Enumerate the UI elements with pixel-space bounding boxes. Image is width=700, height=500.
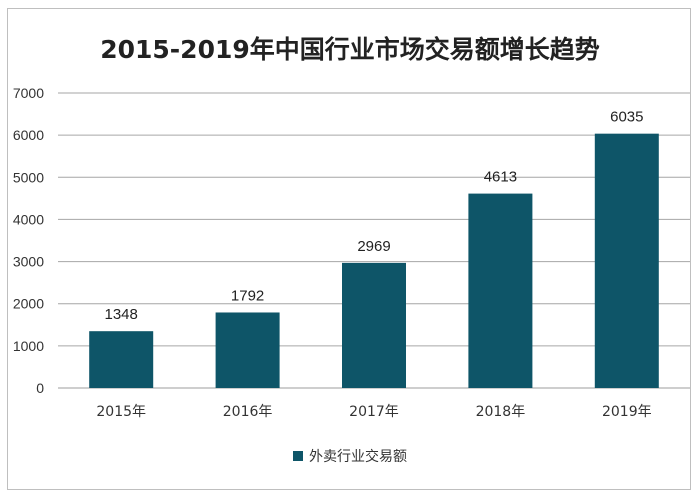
data-label: 2969 (357, 238, 390, 255)
y-tick-label: 0 (36, 380, 44, 396)
x-tick-label: 2016年 (223, 404, 273, 420)
legend-swatch (293, 451, 303, 461)
x-tick-label: 2018年 (476, 404, 526, 420)
x-tick-label: 2015年 (96, 404, 146, 420)
data-label: 1348 (105, 306, 138, 323)
chart-title: 2015-2019年中国行业市场交易额增长趋势 (100, 35, 600, 64)
y-tick-label: 6000 (13, 127, 44, 143)
y-tick-label: 4000 (13, 211, 44, 227)
legend: 外卖行业交易额 (0, 446, 700, 466)
x-axis-ticks: 2015年 2016年 2017年 2018年 2019年 (96, 404, 651, 420)
y-tick-label: 5000 (13, 169, 44, 185)
bar (594, 133, 659, 388)
y-axis-ticks: 0 1000 2000 3000 4000 5000 6000 7000 (13, 85, 44, 396)
x-tick-label: 2017年 (349, 404, 399, 420)
chart-frame (7, 8, 691, 490)
y-tick-label: 1000 (13, 338, 44, 354)
y-tick-label: 3000 (13, 254, 44, 270)
data-label: 1792 (231, 287, 264, 304)
y-tick-label: 2000 (13, 296, 44, 312)
legend-label: 外卖行业交易额 (309, 449, 407, 465)
bar (89, 331, 154, 388)
data-label: 6035 (610, 109, 643, 126)
data-labels: 1348 1792 2969 4613 6035 (105, 109, 644, 324)
x-tick-label: 2019年 (602, 404, 652, 420)
y-tick-label: 7000 (13, 85, 44, 101)
bar (215, 312, 280, 388)
bars (89, 133, 659, 388)
bar (468, 193, 533, 388)
bar (342, 262, 406, 388)
data-label: 4613 (484, 169, 517, 186)
